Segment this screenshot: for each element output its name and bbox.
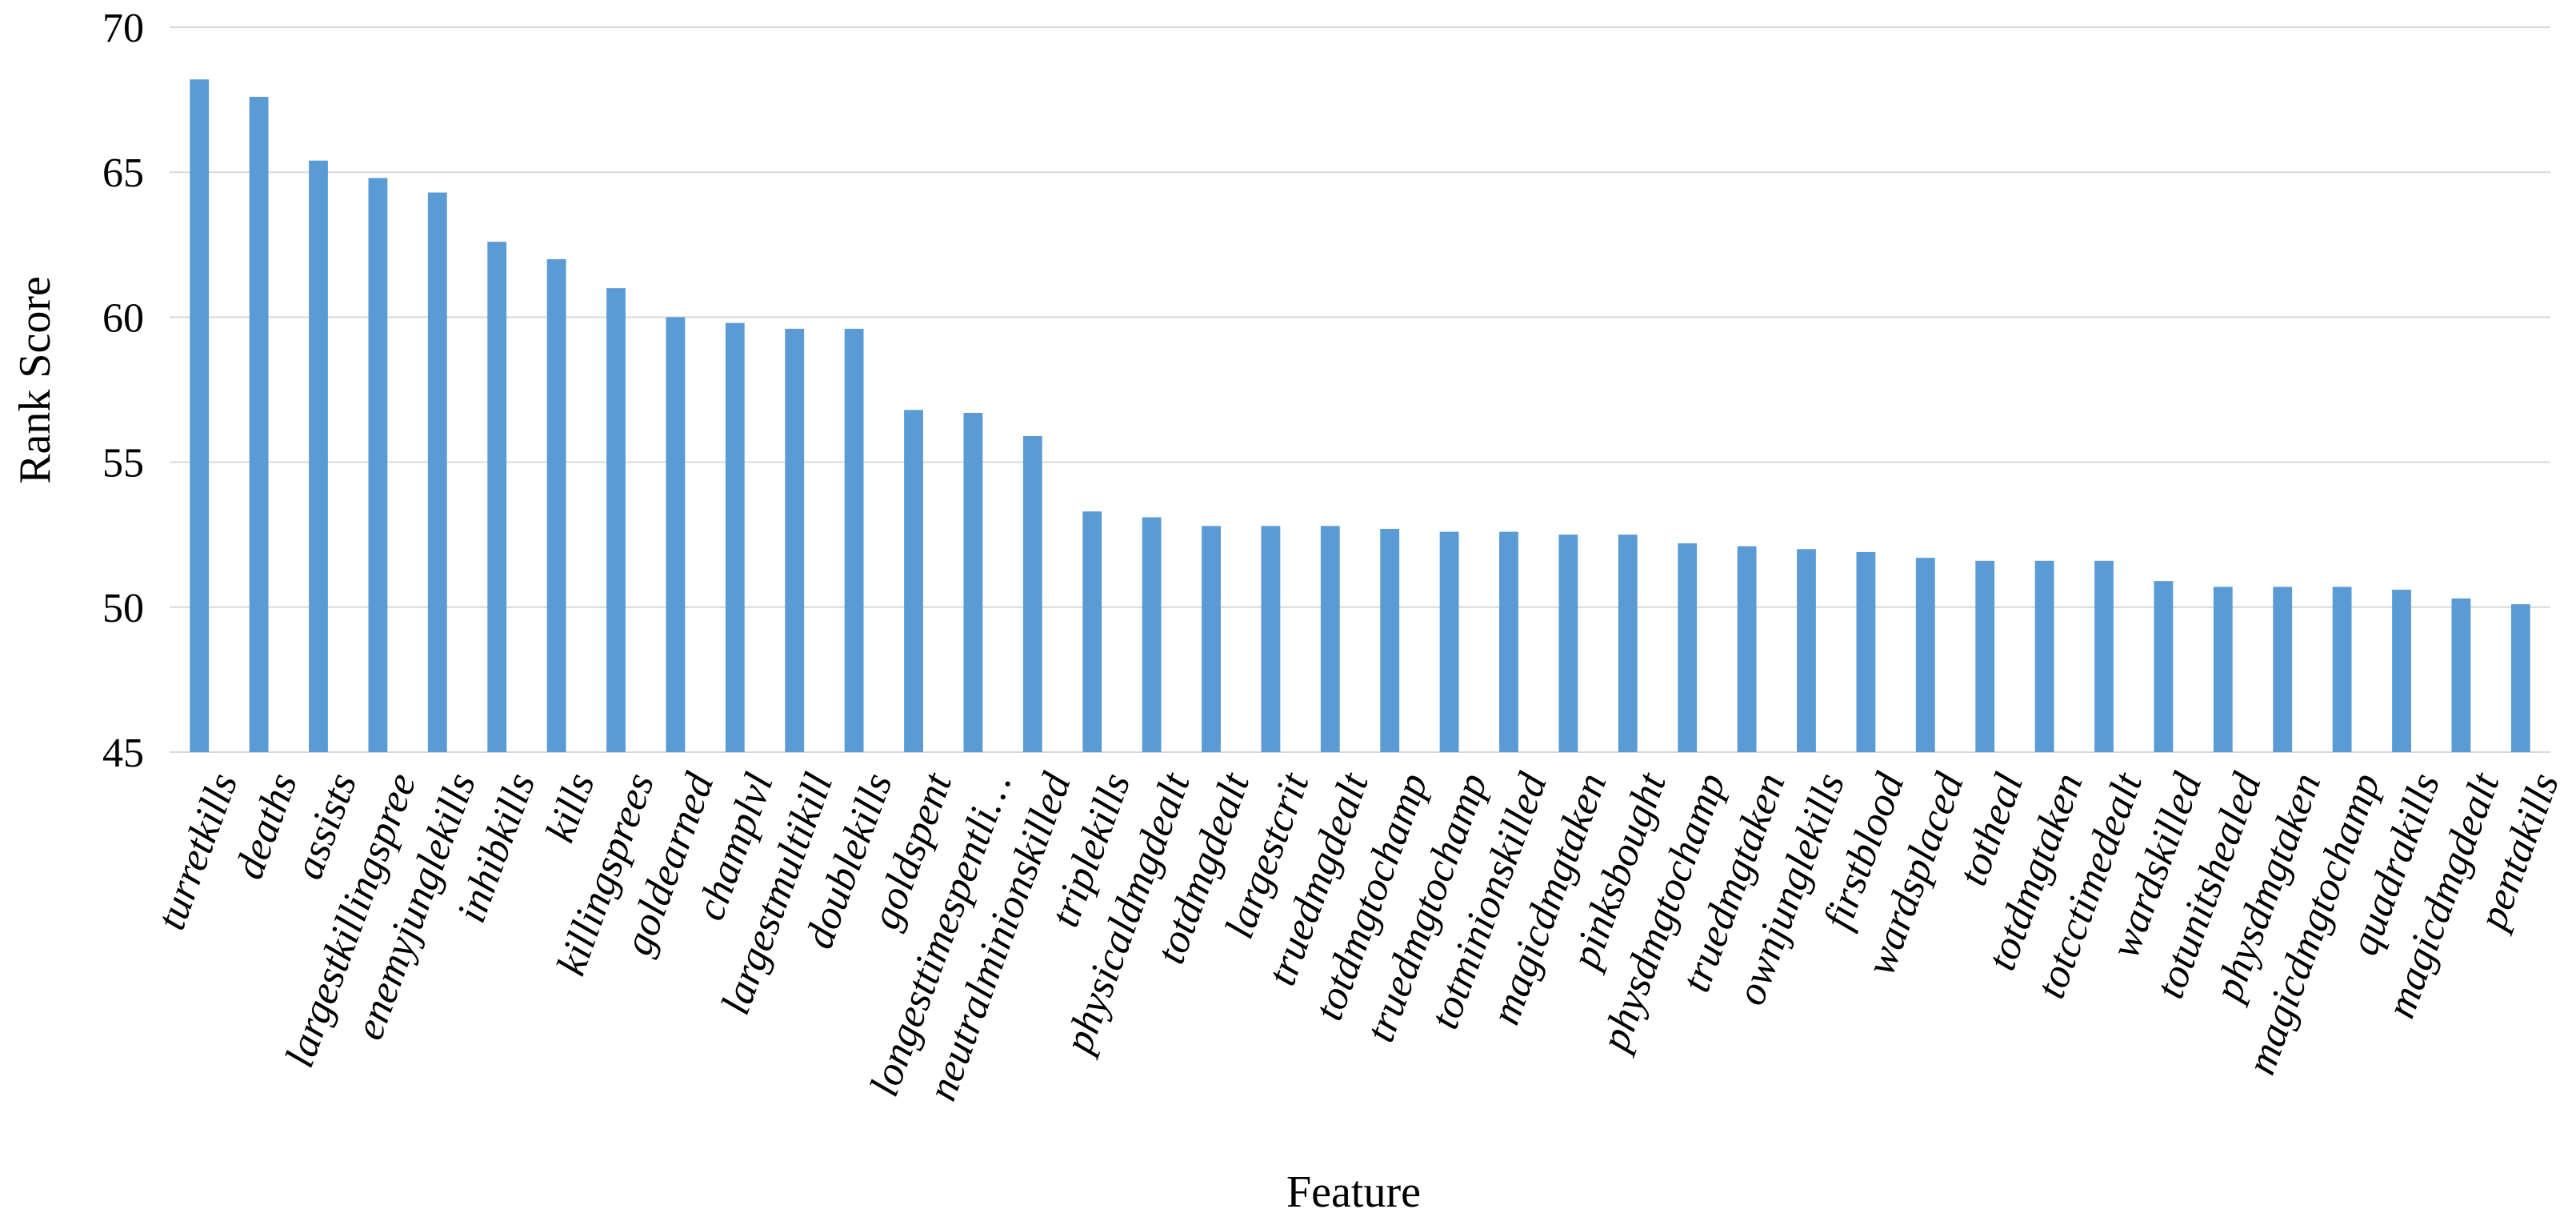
bar-ownjunglekills [1797,549,1816,752]
bar-totdmgtochamp [1380,528,1400,752]
bar-quadrakills [2392,590,2411,752]
bar-champlvl [725,322,745,752]
bar-pentakills [2510,604,2530,752]
bar-totcctimedealt [2094,560,2114,752]
bar-truedmgtaken [1737,546,1757,752]
bar-largestcrit [1261,526,1281,752]
bar-totdmgdealt [1202,526,1221,752]
y-tick-label: 45 [102,731,144,776]
bar-physicaldmgdealt [1142,517,1162,752]
bar-truedmgdealt [1320,526,1340,752]
x-axis-category-labels: turretkillsdeathsassistslargestkillingsp… [148,766,2568,1106]
y-tick-label: 55 [102,441,144,486]
x-axis-title: Feature [1286,1167,1421,1217]
bar-goldspent [904,410,923,752]
bar-physdmgtaken [2273,586,2293,752]
bar-triplekills [1082,511,1102,752]
bar-largestmultikill [785,328,805,752]
bar-deaths [249,96,269,752]
y-axis-title: Rank Score [10,276,60,484]
bar-doublekills [844,328,864,752]
y-tick-label: 60 [102,295,144,341]
y-tick-label: 70 [102,6,144,51]
bar-totminionskilled [1499,531,1518,752]
bar-neutralminionskilled [1022,435,1042,752]
bar-inhibkills [487,242,507,752]
bar-largestkillingspree [368,178,388,752]
bar-kills [546,258,566,752]
bar-enemyjunglekills [427,192,447,752]
y-tick-label: 65 [102,150,144,196]
bar-pinksbought [1618,534,1638,752]
bar-turretkills [190,79,210,753]
bar-longesttimespentli… [963,412,983,752]
bar-wardskilled [2154,581,2174,752]
gridlines [170,26,2550,753]
y-tick-label: 50 [102,586,144,631]
bars [190,79,2530,753]
bar-wardsplaced [1915,558,1935,752]
bar-killingsprees [606,288,626,752]
bar-magicdmgtaken [1558,534,1578,752]
y-axis-tick-labels: 45 50 55 60 65 70 [102,6,144,776]
bar-goldearned [666,317,686,752]
bar-totdmgtaken [2034,560,2054,752]
bar-firstblood [1856,551,1876,752]
bar-magicdmgtochamp [2332,586,2352,752]
bar-magicdmgdealt [2451,598,2471,752]
bar-totunitshealed [2213,586,2233,752]
bar-physdmgtochamp [1678,543,1698,752]
bar-truedmgtochamp [1439,531,1459,752]
x-tick-label: kills [537,767,603,848]
bar-assists [309,160,328,753]
bar-totheal [1975,560,1995,752]
